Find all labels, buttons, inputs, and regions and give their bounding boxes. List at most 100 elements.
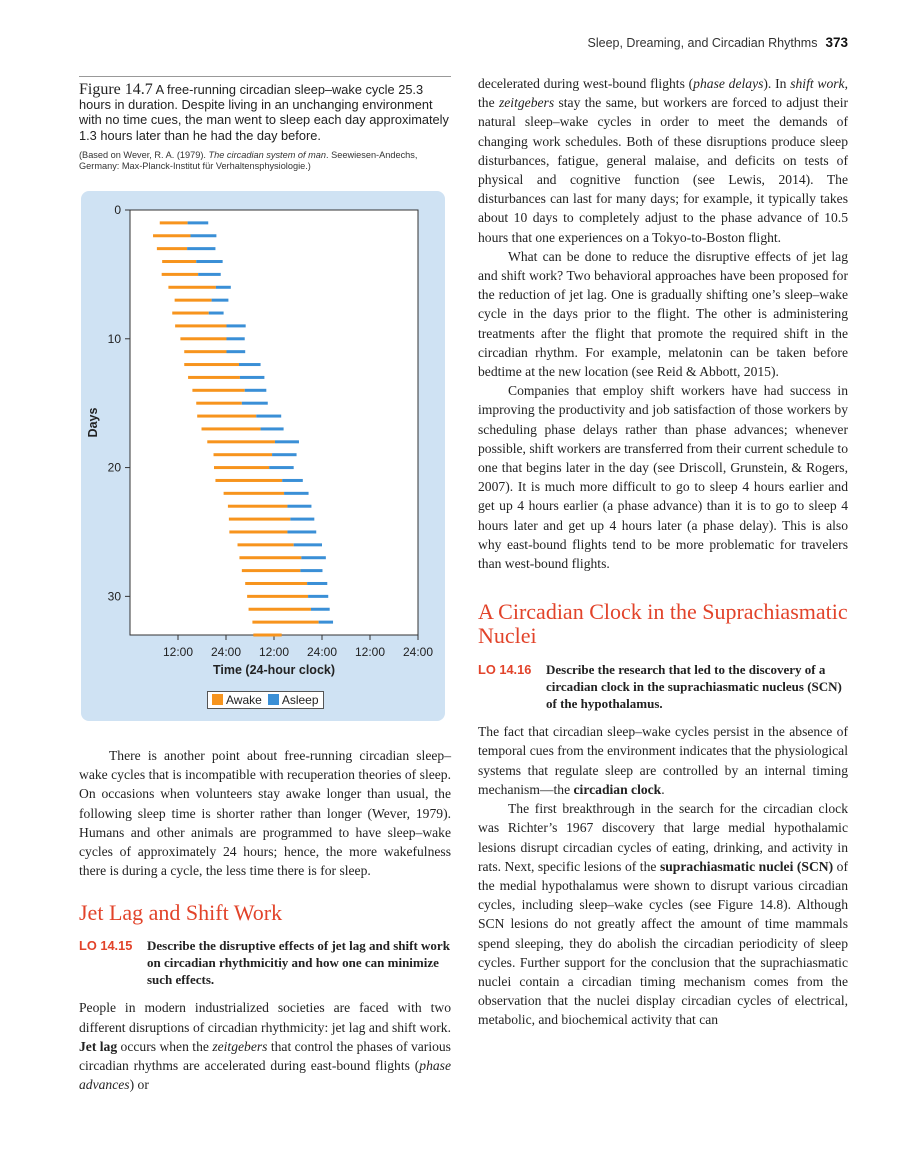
y-tick-label: 30: [108, 589, 122, 603]
text-run: The fact that circadian sleep–wake cycle…: [478, 724, 848, 797]
paragraph: The first breakthrough in the search for…: [478, 799, 848, 1029]
section-heading-jet-lag: Jet Lag and Shift Work: [79, 900, 283, 926]
asleep-bar: [272, 453, 297, 457]
awake-bar: [180, 337, 227, 341]
plot-area: [129, 209, 419, 636]
lo-tag: LO 14.15: [79, 938, 133, 954]
legend-swatch-awake: [212, 694, 223, 705]
legend-swatch-asleep: [267, 694, 279, 705]
x-tick-label: 12:00: [259, 645, 289, 659]
asleep-bar: [187, 221, 209, 225]
awake-bar: [161, 272, 199, 276]
figure-source-title: The circadian system of man: [208, 149, 326, 160]
awake-bar: [241, 569, 301, 573]
asleep-bar: [301, 556, 326, 560]
asleep-bar: [244, 388, 267, 392]
awake-bar: [174, 298, 212, 302]
asleep-bar: [260, 427, 284, 431]
asleep-bar: [198, 272, 221, 276]
chart-legend: Awake Asleep: [207, 691, 324, 709]
y-tick-label: 20: [108, 461, 122, 475]
asleep-bar: [226, 337, 245, 341]
text-run: zeitgebers: [212, 1038, 268, 1054]
text-run: ) or: [129, 1077, 149, 1093]
figure-label: Figure 14.7: [79, 81, 153, 98]
text-run: zeitgebers: [498, 95, 555, 111]
paragraph: The fact that circadian sleep–wake cycle…: [478, 722, 848, 799]
asleep-bar: [287, 504, 312, 508]
text-run: .: [661, 781, 665, 797]
asleep-bar: [310, 607, 330, 611]
legend-label-awake: Awake: [226, 693, 262, 707]
awake-bar: [188, 375, 240, 379]
paragraph: People in modern industrialized societie…: [79, 998, 451, 1094]
x-tick-label: 24:00: [307, 645, 337, 659]
left-column-text: There is another point about free-runnin…: [79, 746, 451, 1094]
learning-objective-14-16: LO 14.16 Describe the research that led …: [478, 661, 848, 712]
key-term: Jet lag: [79, 1038, 118, 1054]
awake-bar: [213, 453, 273, 457]
paragraph: Companies that employ shift workers have…: [478, 383, 848, 572]
text-run: , the: [478, 76, 848, 111]
x-tick-label: 24:00: [403, 645, 433, 659]
figure-source-prefix: (Based on Wever, R. A. (1979).: [79, 149, 209, 160]
awake-bar: [223, 491, 285, 495]
text-run: phase advances: [79, 1058, 451, 1093]
asleep-bar: [287, 530, 317, 534]
asleep-bar: [241, 401, 268, 405]
awake-bar: [245, 581, 308, 585]
text-run: People in modern industrialized societie…: [79, 1000, 451, 1035]
asleep-bar: [300, 569, 323, 573]
awake-bar: [252, 620, 319, 624]
text-run: phase delays: [693, 76, 764, 91]
awake-bar: [247, 594, 309, 598]
awake-bar: [248, 607, 311, 611]
key-term: suprachiasmatic nuclei (SCN): [659, 858, 834, 874]
awake-bar: [214, 466, 270, 470]
awake-bar: [239, 556, 302, 560]
asleep-bar: [226, 350, 246, 354]
awake-bar: [228, 517, 291, 521]
legend-asleep: Asleep: [267, 693, 319, 707]
paragraph: There is another point about free-runnin…: [79, 748, 451, 879]
asleep-bar: [226, 324, 246, 328]
legend-awake: Awake: [212, 693, 262, 707]
text-run: of the medial hypothalamus were shown to…: [478, 858, 849, 1028]
awake-bar: [207, 440, 275, 444]
x-tick-label: 12:00: [163, 645, 193, 659]
running-head-title: Sleep, Dreaming, and Circadian Rhythms: [587, 36, 818, 50]
learning-objective-14-15: LO 14.15 Describe the disruptive effects…: [79, 937, 451, 988]
section-heading-circadian-clock: A Circadian Clock in the Suprachiasmatic…: [478, 599, 848, 649]
text-run: occurs when the: [117, 1038, 213, 1054]
asleep-bar: [238, 363, 261, 367]
awake-bar: [237, 543, 294, 547]
asleep-bar: [290, 517, 315, 521]
lo-text: Describe the research that led to the di…: [546, 662, 842, 712]
awake-bar: [227, 504, 288, 508]
asleep-bar: [269, 466, 294, 470]
figure-caption-text: A free-running circadian sleep–wake cycl…: [79, 82, 449, 143]
awake-bar: [159, 221, 188, 225]
x-axis-label: Time (24-hour clock): [213, 663, 335, 677]
asleep-bar: [196, 260, 223, 264]
asleep-bar: [239, 375, 265, 379]
asleep-bar: [293, 543, 322, 547]
figure-caption: Figure 14.7 A free-running circadian sle…: [79, 82, 451, 172]
page-number: 373: [825, 35, 848, 50]
awake-bar: [156, 247, 188, 251]
awake-bar: [168, 285, 216, 289]
lo-text: Describe the disruptive effects of jet l…: [147, 938, 450, 988]
asleep-bar: [308, 594, 329, 598]
asleep-bar: [211, 298, 229, 302]
text-run: decelerated during west-bound flights (: [478, 76, 694, 91]
paragraph: decelerated during west-bound flights (p…: [478, 74, 848, 247]
awake-bar: [172, 311, 209, 315]
y-tick-label: 0: [114, 203, 121, 217]
text-run: shift work: [790, 76, 845, 91]
asleep-bar: [274, 440, 299, 444]
figure-source-suffix: . Seewiesen-Andechs, Germany: Max-Planck…: [79, 149, 418, 172]
awake-bar: [184, 363, 239, 367]
asleep-bar: [208, 311, 224, 315]
caption-rule: [79, 76, 451, 77]
asleep-bar: [282, 478, 303, 482]
